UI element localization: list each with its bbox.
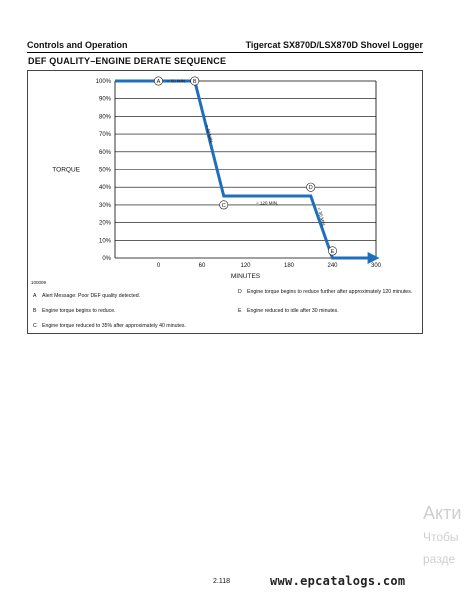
legend-key: E <box>238 308 242 314</box>
series-line <box>115 79 380 264</box>
header-model-title: Tigercat SX870D/LSX870D Shovel Logger <box>245 40 423 50</box>
page-number: 2.118 <box>213 578 230 585</box>
os-activation-watermark: Акти <box>423 503 462 523</box>
duration-annotation: = 30 MIN. <box>317 207 327 227</box>
y-tick-label: 40% <box>99 185 112 191</box>
event-marker-label: D <box>309 185 313 191</box>
legend-key: A <box>33 293 37 299</box>
event-marker-label: E <box>331 249 335 255</box>
y-tick-label: 70% <box>99 132 112 138</box>
legend-text: Engine torque reduced to 35% after appro… <box>42 323 186 329</box>
legend-item-a: A Alert Message: Poor DEF quality detecte… <box>33 293 223 300</box>
y-tick-label: 50% <box>99 168 112 174</box>
duration-annotation: = 40 MIN. <box>204 124 214 144</box>
header-divider <box>27 52 423 53</box>
event-marker-circle <box>306 182 316 192</box>
y-tick-label: 10% <box>99 238 112 244</box>
legend-item-c: C Engine torque reduced to 35% after appr… <box>33 323 233 330</box>
y-tick-label: 20% <box>99 221 112 227</box>
legend-text: Engine torque begins to reduce further a… <box>247 289 413 295</box>
x-tick-label: 300 <box>371 263 382 269</box>
legend-key: C <box>33 323 37 329</box>
event-marker-circle <box>190 76 200 86</box>
legend-text: Engine torque begins to reduce. <box>42 308 116 314</box>
x-tick-label: 0 <box>157 263 161 269</box>
event-marker-label: C <box>222 203 226 209</box>
y-tick-label: 0% <box>102 256 111 262</box>
y-axis-label: TORQUE <box>52 167 80 174</box>
legend-item-e: E Engine reduced to idle after 30 minutes… <box>238 308 420 315</box>
x-tick-label: 120 <box>240 263 251 269</box>
legend-text: Engine reduced to idle after 30 minutes. <box>247 308 339 314</box>
event-marker-circle <box>154 76 164 86</box>
event-marker-label: A <box>157 79 161 85</box>
os-activation-watermark: разде <box>423 552 456 566</box>
legend-item-b: B Engine torque begins to reduce. <box>33 308 223 315</box>
y-tick-label: 90% <box>99 97 112 103</box>
y-tick-label: 60% <box>99 150 112 156</box>
duration-annotation: = 120 MIN. <box>256 201 278 206</box>
y-tick-label: 100% <box>96 79 112 85</box>
os-activation-watermark: Чтобы <box>423 530 459 544</box>
derate-chart: 0% 10% 20% 30% 40% 50% 60% 70% 80% 90% 100% 0 60 120 1… <box>31 76 382 285</box>
y-tick-label: 80% <box>99 114 112 120</box>
header-section-title: Controls and Operation <box>27 40 128 50</box>
legend-text: Alert Message: Poor DEF quality detected… <box>42 293 141 299</box>
y-tick-label: 30% <box>99 203 112 209</box>
site-watermark-url: www.epcatalogs.com <box>270 574 406 588</box>
x-axis-label: MINUTES <box>231 273 261 280</box>
x-tick-label: 180 <box>284 263 295 269</box>
x-tick-label: 60 <box>199 263 206 269</box>
event-marker-circle <box>327 246 337 256</box>
event-marker-label: B <box>193 79 197 85</box>
figure-frame: 0% 10% 20% 30% 40% 50% 60% 70% 80% 90% 100% 0 60 120 1… <box>27 70 423 334</box>
event-marker-circle <box>219 200 229 210</box>
legend-item-d: D Engine torque begins to reduce further … <box>238 289 420 296</box>
duration-annotation: = 50 MIN. <box>167 79 187 84</box>
figure-id: 100009 <box>31 280 47 285</box>
legend-key: B <box>33 308 37 314</box>
page-title: DEF QUALITY–ENGINE DERATE SEQUENCE <box>28 56 227 66</box>
legend-key: D <box>238 289 242 295</box>
x-tick-label: 240 <box>327 263 338 269</box>
